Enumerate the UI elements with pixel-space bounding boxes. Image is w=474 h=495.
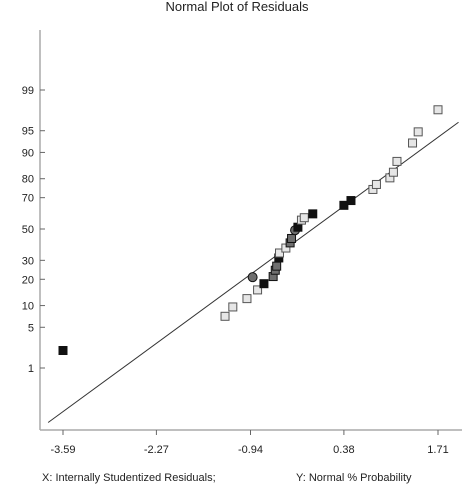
axis-ticks: 1 5 10 20 30 50 70 80 90 95 99 -3.59 -2.27 -0.94 0.38 1… [22,85,449,456]
y-tick-label: 20 [22,274,34,286]
data-point [253,285,263,295]
data-point [392,156,402,166]
data-point [228,302,238,312]
data-point [299,213,309,223]
axis-caption: X: Internally Studentized Residuals; Y: … [0,472,474,488]
data-point [220,311,230,321]
chart-title: Normal Plot of Residuals [165,0,309,14]
data-point [247,272,258,283]
y-axis-label: Y: Normal % Probability [296,472,412,484]
x-tick-label: -2.27 [144,444,169,456]
y-tick-label: 50 [22,224,34,236]
data-point [433,105,443,115]
x-tick-label: 0.38 [333,444,354,456]
data-point [339,200,349,210]
data-point [408,138,418,148]
x-tick-label: -3.59 [50,444,75,456]
x-tick-label: 1.71 [427,444,448,456]
data-points [58,105,443,356]
data-point [308,209,318,219]
data-point [242,294,252,304]
y-tick-label: 99 [22,85,34,97]
data-point [388,167,398,177]
y-tick-label: 30 [22,255,34,267]
data-point [287,233,297,243]
y-tick-label: 1 [28,363,34,375]
y-tick-label: 5 [28,322,34,334]
x-axis-label: X: Internally Studentized Residuals; [42,472,216,484]
y-tick-label: 95 [22,126,34,138]
y-tick-label: 70 [22,193,34,205]
data-point [272,261,282,271]
y-tick-label: 80 [22,174,34,186]
data-point [371,179,381,189]
data-point [259,279,269,289]
x-tick-label: -0.94 [238,444,263,456]
data-point [58,346,68,356]
y-tick-label: 90 [22,147,34,159]
data-point [413,127,423,137]
data-point [275,248,285,258]
y-tick-label: 10 [22,301,34,313]
data-point [346,196,356,206]
